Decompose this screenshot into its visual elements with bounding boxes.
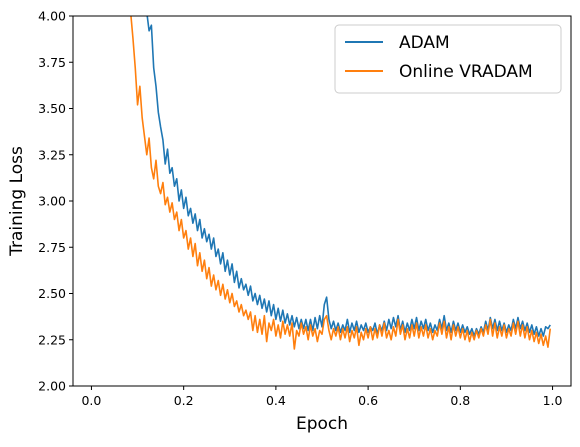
y-axis-label: Training Loss <box>7 146 27 257</box>
legend: ADAM Online VRADAM <box>334 24 562 94</box>
x-axis-ticks: 0.0 0.2 0.4 0.6 0.8 1.0 <box>81 386 563 408</box>
series-lines <box>130 16 552 350</box>
x-tick-label: 1.0 <box>543 393 563 408</box>
legend-label-online-vradam: Online VRADAM <box>399 62 533 82</box>
legend-label-adam: ADAM <box>399 33 450 53</box>
series-line-online-vradam <box>130 16 552 350</box>
y-tick-label: 3.75 <box>38 55 66 70</box>
y-axis-ticks: 2.00 2.25 2.50 2.75 3.00 3.25 3.50 3.75 4.00 <box>38 9 73 394</box>
x-tick-label: 0.6 <box>358 393 378 408</box>
y-tick-label: 4.00 <box>38 9 66 24</box>
legend-box <box>334 24 562 94</box>
y-tick-label: 2.25 <box>38 332 66 347</box>
x-tick-label: 0.2 <box>174 393 194 408</box>
x-tick-label: 0.0 <box>81 393 101 408</box>
y-tick-label: 2.00 <box>38 379 66 394</box>
x-axis-label: Epoch <box>296 414 348 434</box>
y-tick-label: 3.25 <box>38 147 66 162</box>
x-tick-label: 0.8 <box>450 393 470 408</box>
y-tick-label: 3.00 <box>38 194 66 209</box>
y-tick-label: 3.50 <box>38 101 66 116</box>
x-tick-label: 0.4 <box>266 393 286 408</box>
series-line-adam <box>146 16 551 337</box>
y-tick-label: 2.75 <box>38 240 66 255</box>
y-tick-label: 2.50 <box>38 286 66 301</box>
plot-frame <box>72 15 572 387</box>
